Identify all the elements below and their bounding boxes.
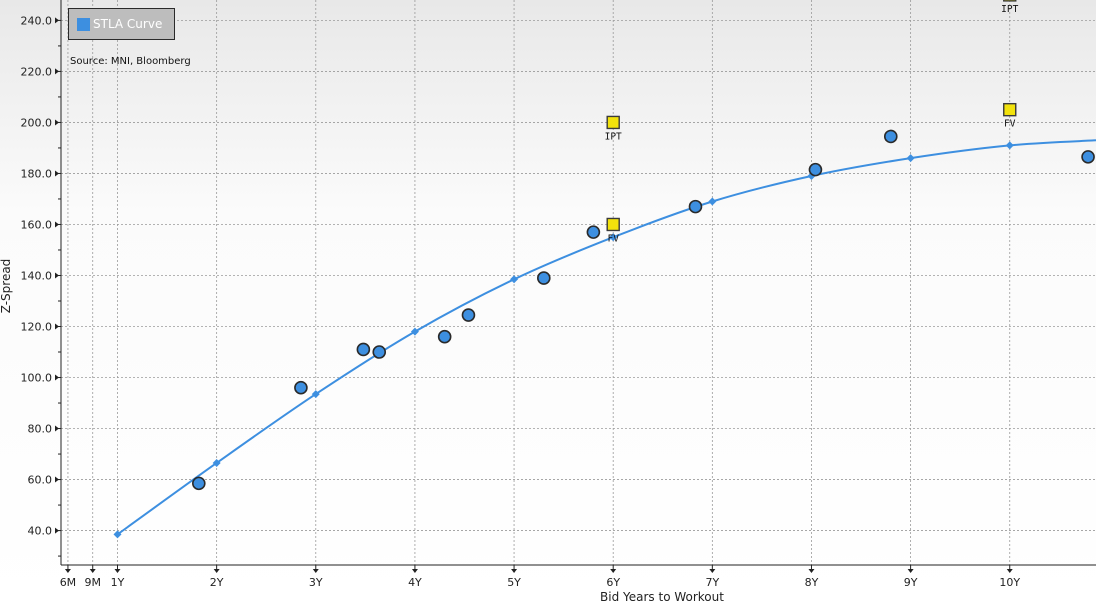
y-tick-arrow: [55, 17, 59, 24]
curve-layer: [113, 139, 1096, 539]
x-tick-label: 4Y: [408, 576, 422, 589]
curve-marker: [311, 390, 320, 399]
y-tick-arrow: [55, 527, 59, 534]
x-axis-title: Bid Years to Workout: [600, 590, 724, 603]
bond-point: [294, 380, 308, 395]
x-tick-arrow: [411, 569, 418, 573]
x-tick-arrow: [213, 569, 220, 573]
curve-line: [116, 139, 1096, 536]
curve-marker: [609, 233, 618, 242]
curve-marker: [1005, 141, 1014, 150]
axes: 40.0 60.0 80.0 100.0 120.0 140.0 160.0 180.0 200…: [21, 0, 1096, 589]
y-tick-arrow: [55, 272, 59, 279]
bond-point: [192, 476, 206, 491]
legend-label: STLA Curve: [93, 17, 163, 31]
curve-marker: [212, 458, 221, 467]
y-tick-arrow: [55, 476, 59, 483]
y-tick-label: 80.0: [28, 423, 53, 436]
y-tick-label: 220.0: [21, 65, 53, 78]
y-tick-arrow: [55, 221, 59, 228]
y-tick-label: 120.0: [21, 321, 53, 334]
x-tick-label: 5Y: [507, 576, 521, 589]
y-tick-label: 160.0: [21, 218, 53, 231]
y-tick-arrow: [55, 374, 59, 381]
y-tick-label: 200.0: [21, 116, 53, 129]
x-tick-label: 2Y: [210, 576, 224, 589]
x-tick-arrow: [312, 569, 319, 573]
bond-point: [537, 271, 551, 285]
x-tick-arrow: [1006, 569, 1013, 573]
y-tick-label: 140.0: [21, 269, 53, 282]
bond-point: [586, 225, 601, 239]
x-tick-label: 3Y: [309, 576, 323, 589]
y-axis-title: Z-Spread: [0, 259, 13, 314]
y-tick-label: 60.0: [28, 474, 53, 487]
y-tick-arrow: [55, 119, 59, 126]
new-issue-marker: [1003, 102, 1017, 117]
bond-point: [688, 199, 703, 214]
bond-point: [883, 129, 898, 144]
y-tick-arrow: [55, 170, 59, 177]
curve-marker: [708, 197, 717, 206]
x-tick-label: 7Y: [705, 576, 719, 589]
x-tick-label: 9M: [84, 576, 101, 589]
y-tick-arrow: [55, 323, 59, 330]
x-tick-label: 10Y: [999, 576, 1020, 589]
new-issue-label: FV: [607, 233, 619, 244]
x-tick-label: 9Y: [904, 576, 918, 589]
y-tick-label: 100.0: [21, 372, 53, 385]
curve-marker: [410, 327, 419, 336]
x-tick-label: 6M: [60, 576, 77, 589]
bond-point: [461, 308, 476, 322]
curve-marker: [510, 275, 519, 284]
bond-point: [1081, 150, 1095, 164]
y-tick-label: 180.0: [21, 167, 53, 180]
x-tick-arrow: [64, 569, 71, 573]
x-tick-arrow: [907, 569, 914, 573]
square-swatch-icon: [77, 17, 90, 31]
x-tick-label: 8Y: [805, 576, 819, 589]
y-tick-label: 40.0: [28, 525, 53, 538]
legend-box[interactable]: STLA Curve: [68, 8, 175, 40]
curve-marker: [906, 154, 915, 163]
x-tick-arrow: [89, 569, 96, 573]
bond-point: [372, 345, 387, 359]
grid-lines: [61, 0, 1096, 565]
source-note: Source: MNI, Bloomberg: [70, 56, 191, 67]
new-issue-layer: IPT FV IPT FV: [605, 0, 1019, 244]
new-issue-label: FV: [1004, 119, 1016, 130]
new-issue-label: IPT: [1001, 4, 1018, 15]
bond-layer: [192, 129, 1095, 491]
bond-point: [808, 162, 823, 177]
x-tick-arrow: [114, 569, 121, 573]
bond-point: [356, 342, 371, 357]
y-tick-arrow: [55, 68, 59, 75]
curve-marker: [113, 530, 122, 539]
x-tick-arrow: [808, 569, 815, 573]
new-issue-marker: [606, 115, 620, 130]
new-issue-marker: [1003, 0, 1017, 2]
bond-point: [437, 329, 452, 344]
x-tick-arrow: [709, 569, 716, 573]
x-tick-arrow: [610, 569, 617, 573]
y-tick-label: 240.0: [21, 14, 53, 27]
new-issue-label: IPT: [605, 131, 622, 142]
x-tick-label: 6Y: [606, 576, 620, 589]
new-issue-marker: [606, 217, 620, 232]
x-tick-label: 1Y: [111, 576, 125, 589]
y-tick-arrow: [55, 425, 59, 432]
x-tick-arrow: [511, 569, 518, 573]
